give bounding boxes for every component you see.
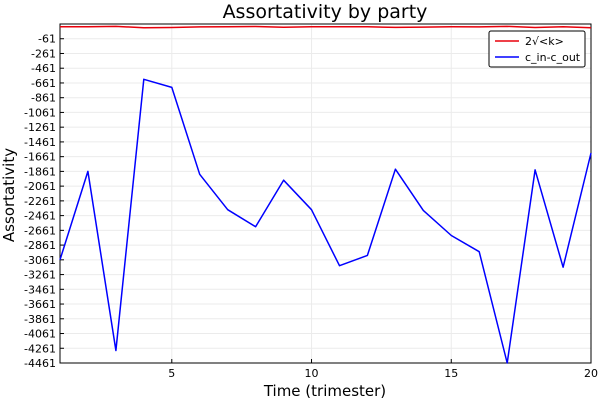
y-axis-title: Assortativity: [0, 148, 18, 242]
y-tick-label: -261: [31, 47, 56, 60]
y-tick-label: -2861: [24, 239, 56, 252]
y-tick-label: -1661: [24, 151, 56, 164]
x-tick-label: 15: [444, 367, 458, 380]
y-tick-label: -1261: [24, 121, 56, 134]
y-tick-label: -61: [38, 33, 56, 46]
y-tick-label: -461: [31, 62, 56, 75]
x-tick-label: 10: [305, 367, 319, 380]
y-tick-label: -2661: [24, 224, 56, 237]
legend-label: c_in-c_out: [525, 51, 581, 64]
legend: 2√<k> c_in-c_out: [488, 30, 586, 68]
series-layer: [59, 25, 592, 364]
y-tick-label: -1861: [24, 165, 56, 178]
y-tick-label: -2261: [24, 195, 56, 208]
y-tick-label: -2061: [24, 180, 56, 193]
y-tick-label: -661: [31, 77, 56, 90]
x-tick-label: 5: [168, 367, 175, 380]
y-tick-label: -1061: [24, 106, 56, 119]
y-tick-label: -4461: [24, 357, 56, 370]
x-axis-title: Time (trimester): [263, 382, 386, 400]
y-tick-label: -3461: [24, 283, 56, 296]
legend-box: [488, 30, 586, 68]
y-tick-label: -3061: [24, 254, 56, 267]
y-tick-label: -1461: [24, 136, 56, 149]
series-line-2: [59, 78, 592, 364]
y-tick-label: -3661: [24, 298, 56, 311]
x-tick-label: 20: [584, 367, 598, 380]
series-line-1: [60, 25, 592, 29]
plot-frame: [59, 23, 592, 364]
legend-label: 2√<k>: [525, 35, 564, 48]
y-tick-label: -4061: [24, 328, 56, 341]
y-axis: -61-261-461-661-861-1061-1261-1461-1661-…: [24, 33, 64, 370]
y-tick-label: -2461: [24, 210, 56, 223]
chart-title: Assortativity by party: [223, 1, 428, 23]
y-tick-label: -3261: [24, 269, 56, 282]
x-axis: 5 10 15 20: [168, 359, 598, 380]
y-tick-label: -4261: [24, 342, 56, 355]
grid-lines: [60, 24, 592, 364]
y-tick-label: -861: [31, 92, 56, 105]
y-tick-label: -3861: [24, 313, 56, 326]
